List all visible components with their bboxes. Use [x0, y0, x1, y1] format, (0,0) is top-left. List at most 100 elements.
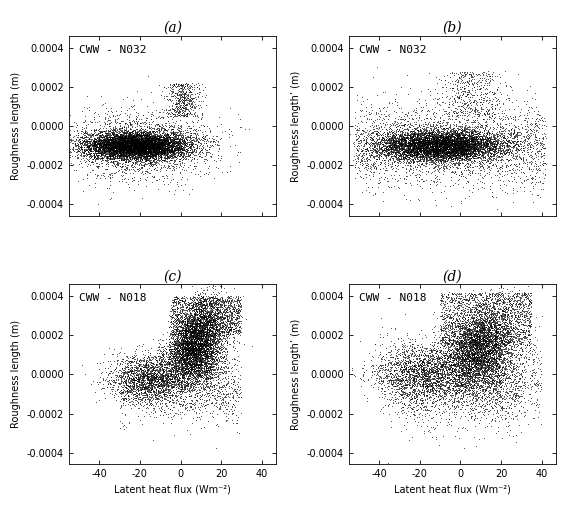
Point: [425, 150, 434, 158]
Point: [461, 140, 470, 149]
Point: [152, 145, 161, 153]
Point: [232, 361, 241, 369]
Point: [484, 356, 493, 364]
Point: [433, 134, 442, 142]
Point: [430, 147, 439, 155]
Point: [365, 142, 374, 151]
Point: [406, 363, 415, 372]
Point: [473, 381, 482, 389]
Point: [379, 174, 388, 183]
Point: [513, 138, 522, 146]
Point: [472, 350, 481, 359]
Point: [431, 131, 441, 139]
Point: [354, 146, 363, 154]
Point: [120, 367, 129, 376]
Point: [183, 340, 192, 348]
Point: [130, 144, 139, 152]
Point: [136, 135, 146, 143]
Point: [139, 138, 148, 146]
Point: [127, 147, 136, 155]
Point: [450, 144, 460, 153]
Point: [529, 354, 539, 363]
Point: [485, 321, 494, 330]
Point: [179, 107, 188, 116]
Point: [150, 147, 159, 155]
Point: [214, 382, 223, 391]
Point: [151, 139, 160, 147]
Point: [505, 166, 514, 174]
Point: [205, 337, 214, 345]
Point: [509, 141, 519, 149]
Point: [175, 364, 184, 372]
Point: [494, 301, 503, 309]
Point: [191, 348, 201, 356]
Point: [520, 328, 529, 336]
Point: [213, 359, 222, 367]
Point: [470, 325, 480, 333]
Point: [462, 377, 471, 385]
Point: [200, 346, 209, 354]
Point: [430, 366, 439, 374]
Point: [121, 383, 131, 391]
Point: [150, 373, 159, 381]
Point: [127, 380, 136, 389]
Point: [464, 332, 473, 340]
Point: [124, 134, 133, 142]
Point: [193, 314, 202, 322]
Point: [385, 120, 394, 128]
Point: [181, 364, 190, 372]
Point: [535, 381, 544, 389]
Point: [474, 342, 483, 350]
Point: [179, 385, 188, 393]
Point: [176, 336, 186, 344]
Point: [488, 154, 497, 163]
Point: [175, 378, 184, 386]
Point: [500, 116, 509, 124]
Point: [394, 184, 403, 192]
Point: [443, 317, 452, 326]
Point: [475, 139, 484, 148]
Point: [144, 146, 154, 154]
Point: [458, 365, 467, 373]
Point: [158, 368, 167, 377]
Point: [479, 179, 488, 187]
Point: [418, 131, 427, 139]
Point: [183, 322, 192, 330]
Point: [478, 68, 487, 76]
Point: [448, 135, 457, 143]
Point: [199, 321, 208, 329]
Point: [450, 140, 459, 149]
Point: [491, 354, 500, 362]
Point: [398, 128, 407, 136]
Point: [432, 124, 441, 133]
Point: [180, 101, 190, 109]
Point: [523, 134, 532, 142]
Point: [419, 148, 429, 156]
Point: [456, 144, 465, 152]
Point: [524, 123, 533, 131]
Point: [501, 149, 511, 157]
Point: [438, 143, 448, 151]
Point: [489, 137, 499, 146]
Point: [530, 388, 539, 396]
Point: [415, 356, 425, 364]
Point: [398, 375, 407, 383]
Point: [502, 170, 511, 178]
Point: [469, 144, 478, 152]
Point: [132, 142, 141, 150]
Point: [484, 130, 493, 138]
Point: [513, 313, 522, 321]
Point: [193, 373, 202, 381]
Point: [409, 131, 418, 139]
Point: [183, 362, 193, 370]
Point: [203, 392, 213, 400]
Point: [92, 158, 101, 167]
Point: [193, 333, 202, 341]
Point: [424, 69, 433, 77]
Point: [464, 325, 473, 333]
Point: [450, 374, 460, 382]
Point: [103, 159, 112, 167]
Point: [182, 337, 191, 346]
Point: [213, 372, 222, 380]
Point: [138, 134, 147, 142]
